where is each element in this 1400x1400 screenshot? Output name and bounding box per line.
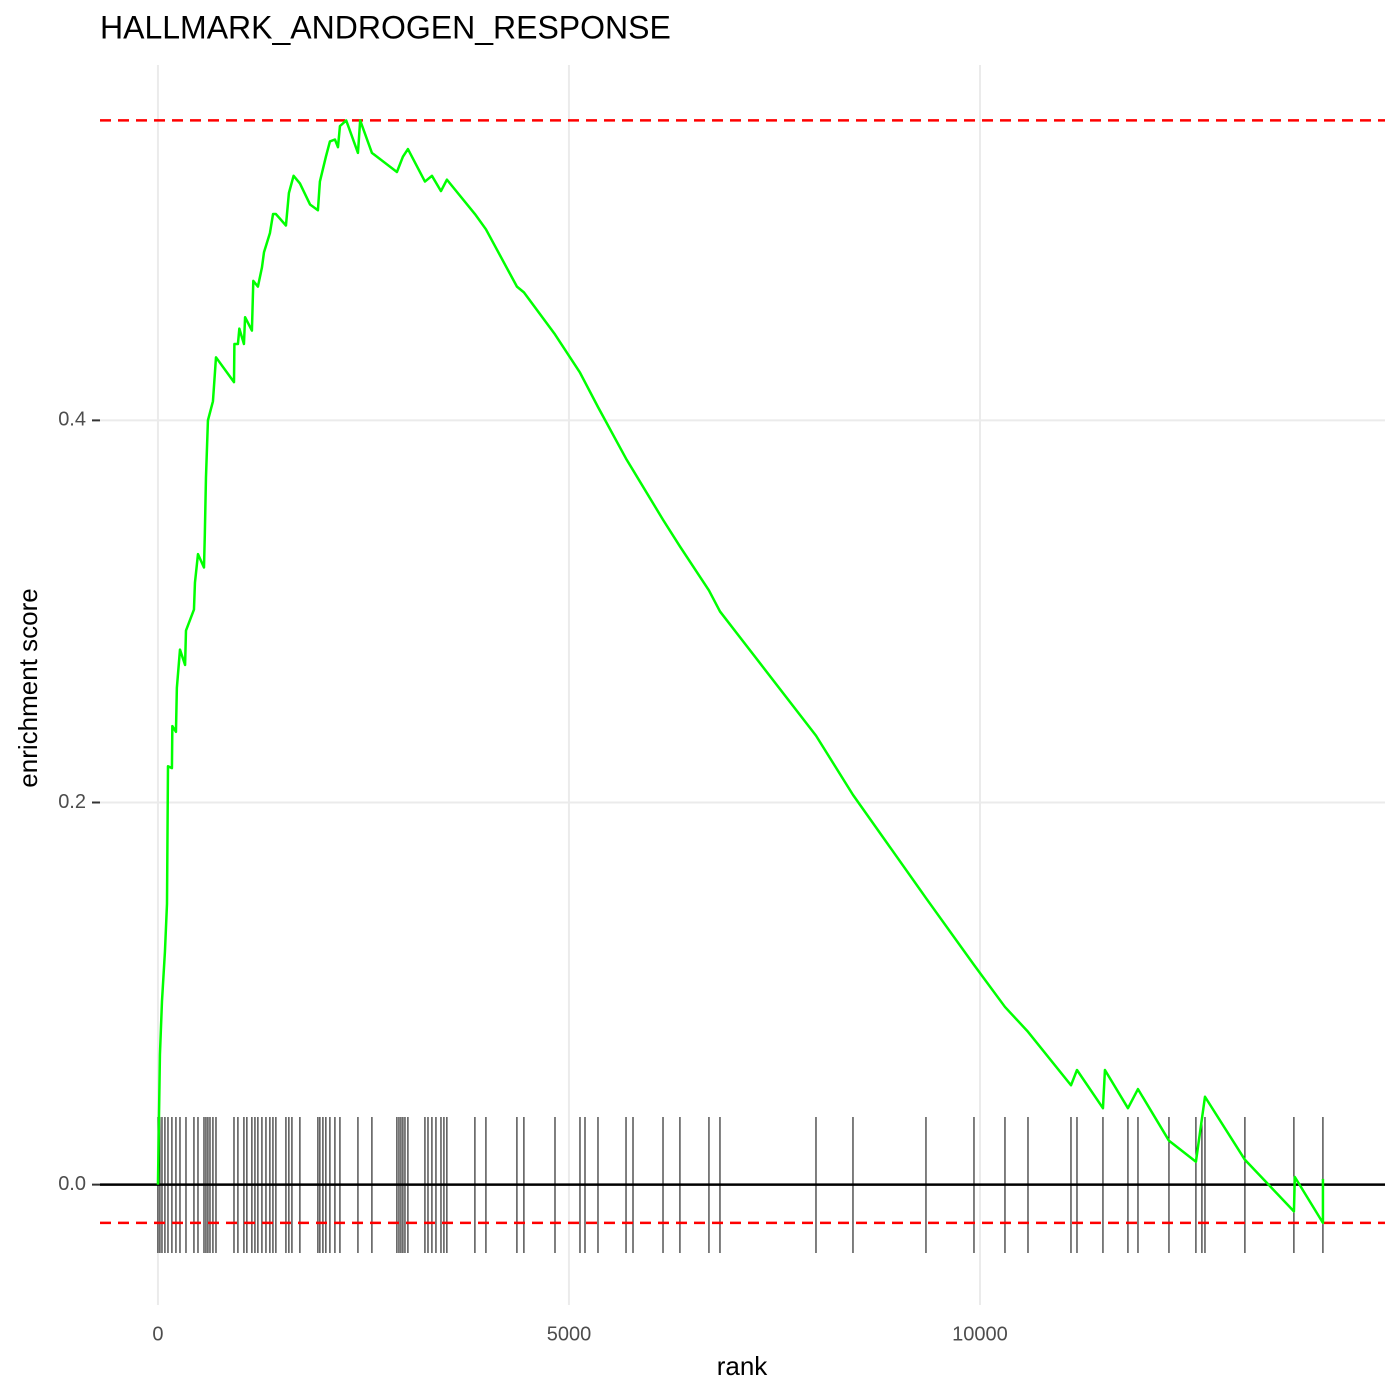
y-tick-label: 0.0 [58, 1173, 86, 1195]
y-axis-title: enrichment score [13, 588, 43, 787]
x-tick-label: 10000 [952, 1323, 1008, 1345]
x-tick-label: 0 [152, 1323, 163, 1345]
chart-title: HALLMARK_ANDROGEN_RESPONSE [100, 9, 671, 45]
x-tick-label: 5000 [547, 1323, 592, 1345]
es-line [156, 119, 1325, 1225]
y-tick-label: 0.4 [58, 409, 86, 431]
x-axis-title: rank [717, 1351, 769, 1381]
y-tick-label: 0.2 [58, 791, 86, 813]
